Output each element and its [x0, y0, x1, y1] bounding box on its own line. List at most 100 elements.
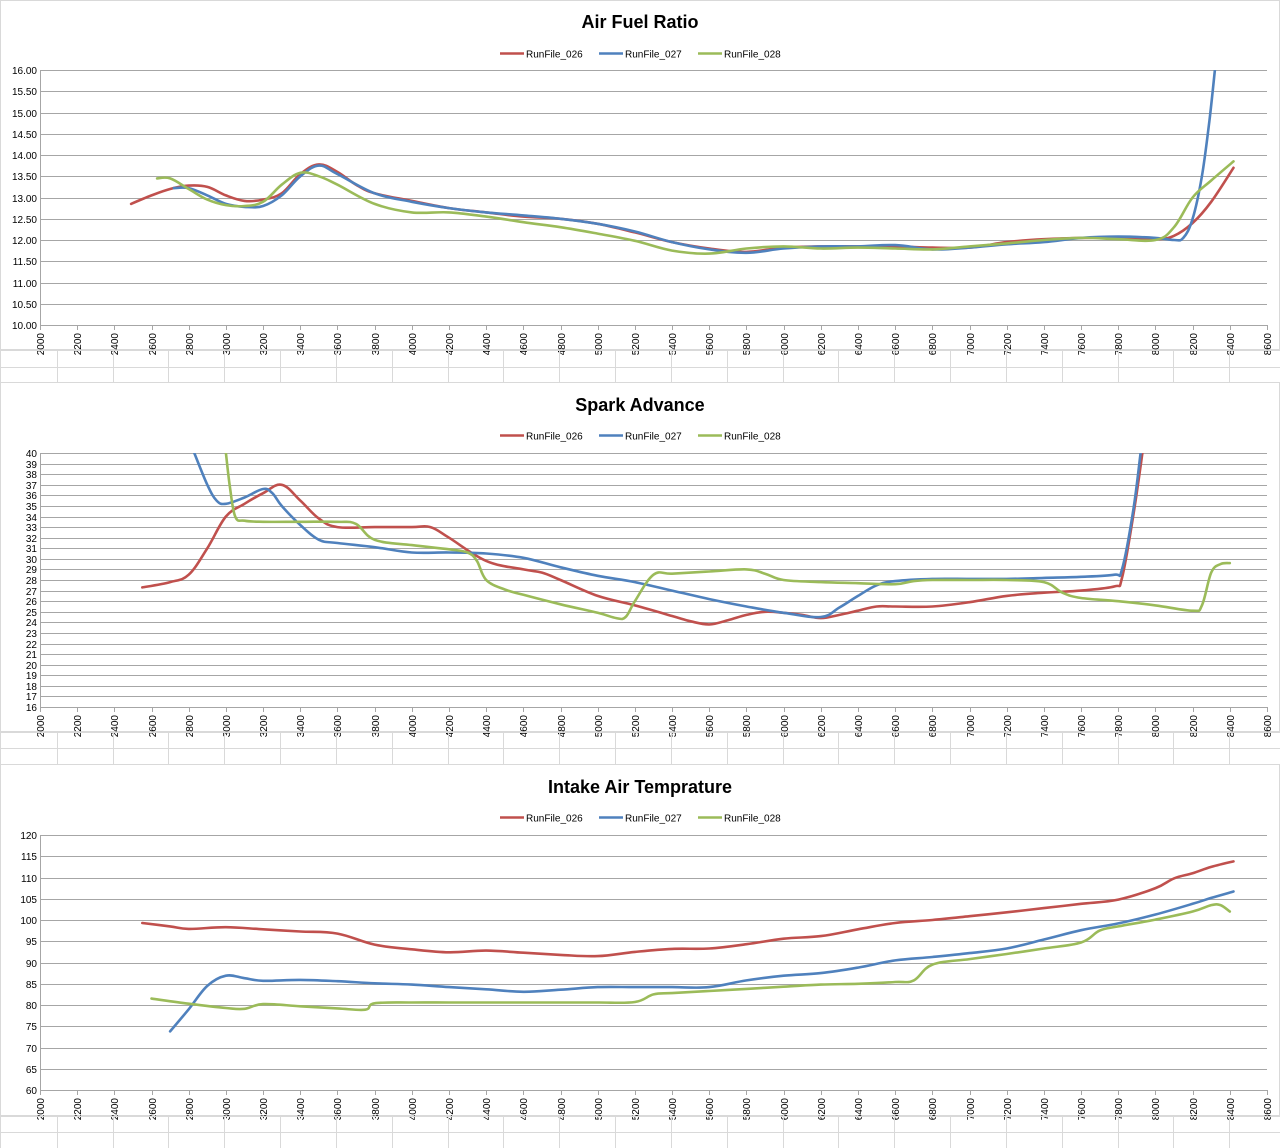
- x-tick-label: 3400: [296, 333, 307, 356]
- x-tick-label: 6000: [780, 715, 791, 738]
- x-tick-label: 8400: [1226, 1098, 1237, 1121]
- x-tick-label: 6400: [854, 333, 865, 356]
- chart-frame: [0, 0, 1280, 350]
- y-tick-label: 21: [26, 650, 38, 661]
- x-tick-label: 4200: [445, 333, 456, 356]
- x-tick-label: 2200: [73, 333, 84, 356]
- legend-label: RunFile_027: [625, 50, 682, 61]
- x-tick-label: 7000: [966, 715, 977, 738]
- legend-label: RunFile_026: [526, 50, 583, 61]
- y-tick-label: 39: [26, 460, 38, 471]
- y-tick-label: 100: [20, 916, 37, 927]
- y-tick-label: 33: [26, 523, 38, 534]
- y-tick-label: 25: [26, 608, 38, 619]
- x-tick-label: 3200: [259, 1098, 270, 1121]
- spark-advance-chart: 1617181920212223242526272829303132333435…: [0, 382, 1280, 764]
- chart-title: Spark Advance: [575, 395, 704, 415]
- y-tick-label: 65: [26, 1065, 38, 1076]
- x-tick-label: 5600: [705, 1098, 716, 1121]
- x-tick-label: 3600: [333, 333, 344, 356]
- x-tick-label: 2600: [148, 333, 159, 356]
- spark-advance-chart-panel: 16 17 18 19 20 21 22 23 24 25 26 27 28 29 30 31 32 33 34 35…: [0, 382, 1280, 764]
- x-tick-label: 8000: [1151, 333, 1162, 356]
- x-tick-label: 5600: [705, 715, 716, 738]
- x-tick-label: 7400: [1040, 715, 1051, 738]
- x-tick-label: 2400: [110, 715, 121, 738]
- y-tick-label: 13.00: [12, 194, 37, 205]
- chart-title: Air Fuel Ratio: [581, 12, 698, 32]
- x-tick-label: 7800: [1114, 1098, 1125, 1121]
- x-tick-label: 7000: [966, 1098, 977, 1121]
- x-tick-label: 4800: [557, 715, 568, 738]
- x-tick-label: 5000: [594, 715, 605, 738]
- y-tick-label: 19: [26, 671, 38, 682]
- x-tick-label: 6800: [928, 333, 939, 356]
- y-tick-label: 16: [26, 703, 38, 714]
- x-tick-label: 4200: [445, 1098, 456, 1121]
- x-tick-label: 2400: [110, 333, 121, 356]
- x-tick-label: 7800: [1114, 333, 1125, 356]
- x-tick-label: 3800: [371, 715, 382, 738]
- air-fuel-ratio-chart: 10.00 10.50 11.00 11.50 12.00 12.50 13.00 13.50…: [0, 0, 1280, 382]
- y-tick-label: 10.00: [12, 321, 37, 332]
- x-tick-label: 4000: [408, 333, 419, 356]
- y-tick-label: 18: [26, 682, 38, 693]
- x-tick-label: 3200: [259, 715, 270, 738]
- x-tick-label: 3800: [371, 1098, 382, 1121]
- x-tick-label: 7600: [1077, 1098, 1088, 1121]
- x-tick-label: 4400: [482, 1098, 493, 1121]
- y-tick-label: 15.00: [12, 109, 37, 120]
- series-line-runfile-027: [172, 70, 1217, 255]
- x-tick-label: 8200: [1189, 715, 1200, 738]
- y-tick-label: 70: [26, 1044, 38, 1055]
- y-tick-label: 38: [26, 470, 38, 481]
- x-tick-label: 3000: [222, 1098, 233, 1121]
- legend-label: RunFile_026: [526, 814, 583, 825]
- y-tick-label: 12.50: [12, 215, 37, 226]
- x-tick-label: 8000: [1151, 715, 1162, 738]
- legend-label: RunFile_028: [724, 814, 781, 825]
- x-tick-label: 7600: [1077, 715, 1088, 738]
- y-tick-label: 75: [26, 1022, 38, 1033]
- y-tick-label: 14.00: [12, 151, 37, 162]
- x-tick-label: 7400: [1040, 1098, 1051, 1121]
- chart-frame: [0, 764, 1280, 1116]
- y-tick-label: 10.50: [12, 300, 37, 311]
- intake-air-temperature-chart: 60 65 70 75 80 85 90 95 100 105 110 115 120 2000 2200 2…: [0, 764, 1280, 1148]
- x-tick-label: 5800: [742, 1098, 753, 1121]
- intake-air-temperature-chart-panel: 60 65 70 75 80 85 90 95 100 105 110 115 120 2000 2200 2…: [0, 764, 1280, 1148]
- y-tick-label: 27: [26, 587, 38, 598]
- y-tick-label: 105: [20, 895, 37, 906]
- series-line-runfile-028: [155, 160, 1235, 255]
- y-tick-label: 60: [26, 1086, 38, 1097]
- x-tick-label: 5200: [631, 333, 642, 356]
- y-tick-label: 32: [26, 534, 38, 545]
- legend-label: RunFile_026: [526, 432, 583, 443]
- x-tick-label: 6600: [891, 715, 902, 738]
- x-tick-label: 5400: [668, 333, 679, 356]
- y-tick-label: 23: [26, 629, 38, 640]
- y-tick-label: 85: [26, 980, 38, 991]
- y-tick-label: 115: [21, 852, 37, 863]
- y-tick-label: 37: [26, 481, 38, 492]
- y-tick-label: 11.00: [13, 279, 38, 290]
- x-tick-label: 3200: [259, 333, 270, 356]
- y-tick-label: 29: [26, 565, 38, 576]
- x-tick-label: 7200: [1003, 715, 1014, 738]
- x-tick-label: 4400: [482, 715, 493, 738]
- x-tick-label: 3000: [222, 715, 233, 738]
- x-tick-label: 2800: [185, 715, 196, 738]
- x-tick-label: 8400: [1226, 333, 1237, 356]
- y-tick-label: 40: [26, 449, 38, 460]
- x-tick-label: 3600: [333, 715, 344, 738]
- y-tick-label: 36: [26, 491, 38, 502]
- x-tick-label: 6000: [780, 333, 791, 356]
- x-tick-label: 4000: [408, 715, 419, 738]
- y-tick-label: 110: [21, 874, 37, 885]
- x-tick-label: 2000: [36, 715, 47, 738]
- x-tick-label: 4600: [519, 715, 530, 738]
- x-tick-label: 2600: [148, 715, 159, 738]
- x-tick-label: 7200: [1003, 333, 1014, 356]
- x-tick-label: 6800: [928, 1098, 939, 1121]
- y-tick-label: 34: [26, 513, 38, 524]
